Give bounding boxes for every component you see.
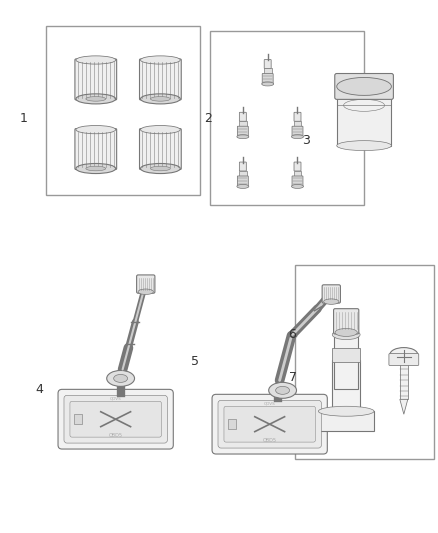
FancyBboxPatch shape	[294, 112, 301, 122]
Ellipse shape	[292, 184, 304, 188]
FancyBboxPatch shape	[140, 128, 181, 169]
Ellipse shape	[318, 406, 374, 416]
Ellipse shape	[292, 135, 304, 139]
FancyBboxPatch shape	[237, 126, 248, 137]
Ellipse shape	[150, 166, 170, 171]
FancyBboxPatch shape	[75, 128, 117, 169]
FancyBboxPatch shape	[240, 162, 246, 171]
FancyBboxPatch shape	[334, 309, 359, 334]
Bar	[337, 93, 392, 146]
FancyBboxPatch shape	[140, 59, 181, 100]
Bar	[239, 121, 247, 127]
Ellipse shape	[76, 125, 116, 134]
Ellipse shape	[141, 94, 180, 104]
FancyBboxPatch shape	[137, 275, 155, 293]
FancyBboxPatch shape	[262, 74, 273, 84]
Bar	[74, 414, 82, 424]
Text: 2: 2	[204, 112, 212, 125]
FancyBboxPatch shape	[292, 176, 303, 187]
Bar	[293, 171, 301, 176]
Bar	[332, 348, 360, 361]
FancyBboxPatch shape	[224, 406, 315, 442]
Text: QDVS: QDVS	[110, 397, 121, 400]
Text: 1: 1	[19, 112, 27, 125]
Bar	[239, 171, 247, 176]
Bar	[293, 121, 301, 127]
Bar	[332, 360, 360, 411]
FancyBboxPatch shape	[240, 112, 246, 122]
Ellipse shape	[390, 348, 418, 361]
Ellipse shape	[86, 166, 106, 171]
FancyBboxPatch shape	[70, 401, 161, 437]
Ellipse shape	[332, 330, 360, 340]
FancyBboxPatch shape	[335, 74, 393, 99]
Text: 7: 7	[289, 371, 297, 384]
Text: OBD5: OBD5	[263, 438, 277, 443]
Text: 5: 5	[191, 355, 199, 368]
Bar	[334, 325, 358, 337]
FancyBboxPatch shape	[389, 353, 419, 366]
Bar	[264, 68, 272, 74]
Ellipse shape	[76, 56, 116, 64]
FancyBboxPatch shape	[64, 395, 167, 443]
Ellipse shape	[141, 125, 180, 134]
FancyBboxPatch shape	[322, 285, 340, 303]
Text: OBD5: OBD5	[109, 433, 123, 438]
FancyBboxPatch shape	[237, 176, 248, 187]
FancyBboxPatch shape	[292, 126, 303, 137]
Ellipse shape	[107, 370, 134, 386]
Ellipse shape	[262, 82, 274, 86]
FancyBboxPatch shape	[264, 60, 271, 69]
Ellipse shape	[138, 289, 153, 294]
Text: 6: 6	[289, 328, 297, 341]
Ellipse shape	[237, 184, 249, 188]
Ellipse shape	[76, 164, 116, 174]
Bar	[400, 365, 408, 399]
Ellipse shape	[335, 328, 357, 336]
Ellipse shape	[237, 135, 249, 139]
Ellipse shape	[268, 382, 297, 398]
Polygon shape	[400, 399, 408, 414]
FancyBboxPatch shape	[218, 400, 321, 448]
Ellipse shape	[276, 386, 290, 394]
Bar	[334, 335, 358, 389]
Ellipse shape	[86, 96, 106, 101]
Bar	[228, 419, 236, 429]
Text: QDVS: QDVS	[264, 401, 276, 405]
Ellipse shape	[150, 96, 170, 101]
FancyBboxPatch shape	[212, 394, 327, 454]
Ellipse shape	[114, 375, 127, 382]
Text: 3: 3	[303, 134, 311, 147]
FancyBboxPatch shape	[294, 162, 301, 171]
Ellipse shape	[337, 141, 392, 151]
Text: 4: 4	[35, 383, 43, 396]
Ellipse shape	[324, 299, 339, 304]
Ellipse shape	[337, 77, 392, 95]
FancyBboxPatch shape	[75, 59, 117, 100]
Ellipse shape	[141, 56, 180, 64]
FancyBboxPatch shape	[58, 389, 173, 449]
Ellipse shape	[76, 94, 116, 104]
Bar	[318, 411, 374, 431]
Ellipse shape	[141, 164, 180, 174]
